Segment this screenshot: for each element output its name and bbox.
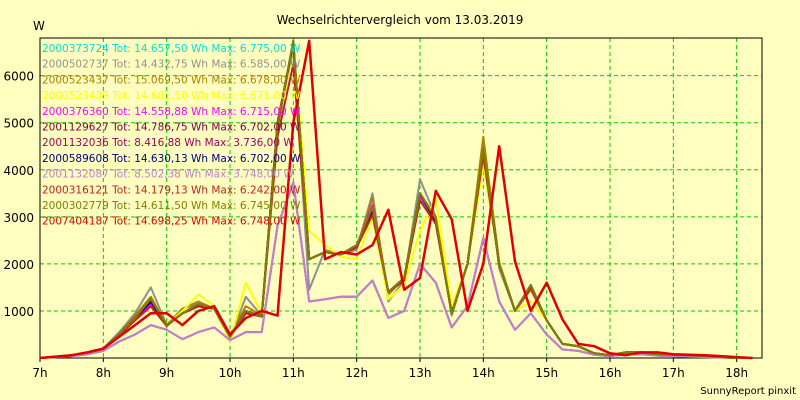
- legend-entry: 2000373724 Tot: 14.657,50 Wh Max: 6.775,…: [42, 43, 301, 55]
- y-axis-unit: W: [33, 19, 45, 33]
- y-tick-label: 4000: [3, 164, 34, 178]
- legend-entry: 2000502737 Tot: 14.432,75 Wh Max: 6.585,…: [42, 59, 301, 71]
- tick-labels: 7h 8h 9h 10h 11h 12h 13h 14h 15h 16h 17h 18h 1000 200…: [3, 70, 748, 380]
- x-tick-label: 13h: [409, 366, 432, 380]
- y-tick-label: 2000: [3, 258, 34, 272]
- legend-entry: 2007404187 Tot: 14.698,25 Wh Max: 6.748,…: [42, 216, 301, 228]
- legend-entry: 2000523437 Tot: 15.069,50 Wh Max: 6.678,…: [42, 74, 301, 86]
- legend-entry: 2000316121 Tot: 14.179,13 Wh Max: 6.242,…: [42, 184, 301, 196]
- series-lines: [39, 39, 753, 360]
- legend-entry: 2000589608 Tot: 14.630,13 Wh Max: 6.702,…: [42, 153, 301, 165]
- x-tick-label: 10h: [219, 366, 242, 380]
- legend-entry: 2001132087 Tot: 8.502,38 Wh Max: 3.748,0…: [42, 169, 294, 181]
- x-tick-label: 9h: [159, 366, 174, 380]
- x-tick-label: 17h: [662, 366, 685, 380]
- legend: 2000373724 Tot: 14.657,50 Wh Max: 6.775,…: [42, 43, 301, 228]
- series-line: [39, 39, 753, 360]
- legend-entry: 2001129627 Tot: 14.786,75 Wh Max: 6.702,…: [42, 122, 301, 134]
- x-tick-label: 8h: [96, 366, 111, 380]
- y-tick-label: 3000: [3, 211, 34, 225]
- axes: [39, 37, 763, 362]
- x-tick-label: 12h: [345, 366, 368, 380]
- x-tick-label: 16h: [599, 366, 622, 380]
- y-tick-label: 5000: [3, 117, 34, 131]
- plot-frame: [39, 37, 763, 359]
- legend-entry: 2000302779 Tot: 14.611,50 Wh Max: 6.745,…: [42, 200, 301, 212]
- chart-title: Wechselrichtervergleich vom 13.03.2019: [277, 13, 524, 27]
- x-tick-label: 7h: [32, 366, 47, 380]
- x-tick-label: 14h: [472, 366, 495, 380]
- legend-entry: 2000523439 Tot: 14.681,50 Wh Max: 6.671,…: [42, 90, 301, 102]
- legend-entry: 2001132036 Tot: 8.416,88 Wh Max: 3.736,0…: [42, 137, 294, 149]
- x-tick-label: 18h: [725, 366, 748, 380]
- y-tick-label: 1000: [3, 305, 34, 319]
- legend-entry: 2000376360 Tot: 14.558,88 Wh Max: 6.715,…: [42, 106, 301, 118]
- footer-credit: SunnyReport pinxit: [700, 386, 796, 397]
- x-tick-label: 15h: [535, 366, 558, 380]
- y-tick-label: 6000: [3, 70, 34, 84]
- x-tick-label: 11h: [282, 366, 305, 380]
